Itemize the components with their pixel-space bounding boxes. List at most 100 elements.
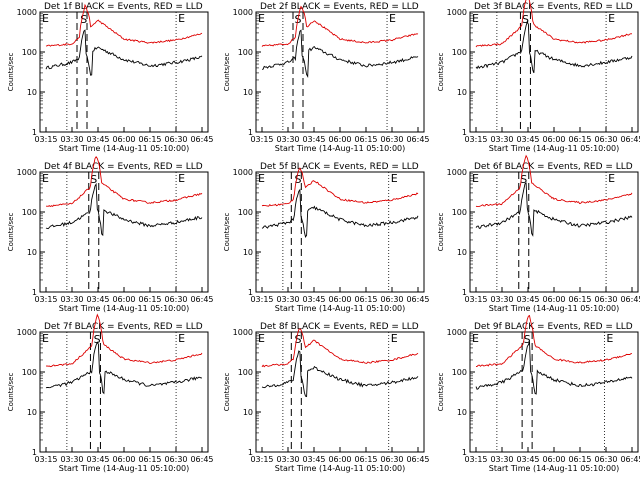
marker-label-S: S (522, 13, 529, 26)
y-tick-label: 10 (457, 88, 467, 97)
x-tick-label: 06:00 (542, 455, 565, 464)
x-tick-label: 06:30 (594, 135, 617, 144)
x-tick-label: 03:15 (34, 295, 57, 304)
marker-label-E: E (472, 172, 479, 185)
y-tick-label: 10 (27, 408, 37, 417)
x-tick-label: 06:45 (620, 295, 640, 304)
marker-label-E: E (608, 172, 615, 185)
x-tick-label: 06:15 (354, 135, 377, 144)
x-tick-label: 06:45 (406, 135, 429, 144)
x-tick-label: 06:15 (354, 295, 377, 304)
x-axis-label: Start Time (14-Aug-11 05:10:00) (275, 464, 406, 473)
chart-title: Det 4f BLACK = Events, RED = LLD (44, 162, 203, 172)
y-tick-label: 10 (243, 408, 253, 417)
plot-frame (39, 11, 209, 133)
x-tick-label: 03:45 (302, 135, 325, 144)
chart-panel: Det 3f BLACK = Events, RED = LLD 1 10 100 10… (437, 0, 640, 153)
events-series-line (45, 341, 202, 395)
x-tick-label: 03:45 (86, 135, 109, 144)
x-axis-label: Start Time (14-Aug-11 05:10:00) (275, 304, 406, 313)
y-tick-label: 1000 (233, 8, 253, 17)
y-tick-label: 10 (27, 248, 37, 257)
x-tick-label: 06:00 (328, 135, 351, 144)
x-tick-label: 03:45 (86, 455, 109, 464)
x-axis-label: Start Time (14-Aug-11 05:10:00) (59, 464, 190, 473)
y-tick-label: 1000 (17, 168, 37, 177)
x-tick-label: 03:30 (276, 295, 299, 304)
lld-series-line (261, 167, 419, 207)
y-tick-label: 1 (462, 448, 467, 457)
x-tick-label: 03:30 (60, 295, 83, 304)
marker-label-E: E (608, 12, 615, 25)
chart-panel: Det 7f BLACK = Events, RED = LLD 1 10 100 10… (7, 313, 214, 473)
x-tick-label: 03:15 (34, 455, 57, 464)
y-tick-label: 100 (238, 208, 253, 217)
y-tick-label: 100 (22, 208, 37, 217)
marker-label-E: E (391, 172, 398, 185)
marker-label-S: S (90, 173, 97, 186)
y-axis-label: Counts/sec (223, 373, 231, 412)
x-tick-label: 06:45 (190, 295, 213, 304)
y-tick-label: 1 (248, 128, 253, 137)
y-tick-label: 1 (248, 288, 253, 297)
y-tick-label: 1 (248, 448, 253, 457)
y-axis-label: Counts/sec (7, 373, 15, 412)
x-tick-label: 06:00 (542, 295, 565, 304)
x-tick-label: 06:00 (542, 135, 565, 144)
x-tick-label: 06:15 (568, 455, 591, 464)
chart-panel: Det 8f BLACK = Events, RED = LLD 1 10 100 10… (223, 322, 430, 473)
x-tick-label: 06:30 (164, 455, 187, 464)
marker-label-S: S (295, 333, 302, 346)
x-tick-label: 03:15 (464, 135, 487, 144)
y-tick-label: 10 (243, 248, 253, 257)
y-tick-label: 1000 (233, 328, 253, 337)
chart-title: Det 5f BLACK = Events, RED = LLD (260, 162, 419, 172)
y-axis-label: Counts/sec (437, 213, 445, 252)
x-tick-label: 03:15 (250, 455, 273, 464)
y-tick-label: 10 (457, 248, 467, 257)
x-tick-label: 06:45 (620, 135, 640, 144)
plot-frame (39, 331, 209, 453)
x-tick-label: 03:15 (250, 135, 273, 144)
x-tick-label: 06:00 (112, 295, 135, 304)
x-tick-label: 03:45 (516, 455, 539, 464)
x-tick-label: 03:30 (276, 135, 299, 144)
x-tick-label: 06:45 (406, 295, 429, 304)
marker-label-S: S (524, 333, 531, 346)
x-axis-label: Start Time (14-Aug-11 05:10:00) (59, 144, 190, 153)
x-tick-label: 06:15 (568, 295, 591, 304)
events-series-line (261, 350, 419, 398)
x-tick-label: 03:30 (490, 295, 513, 304)
plot-frame (255, 331, 425, 453)
y-tick-label: 1000 (447, 168, 467, 177)
x-tick-label: 03:30 (60, 135, 83, 144)
marker-label-E: E (472, 12, 479, 25)
x-tick-label: 06:30 (594, 455, 617, 464)
marker-label-E: E (391, 332, 398, 345)
events-series-line (475, 20, 633, 74)
marker-label-E: E (42, 172, 49, 185)
chart-title: Det 2f BLACK = Events, RED = LLD (260, 2, 419, 12)
plot-frame (469, 171, 639, 293)
x-tick-label: 06:15 (138, 455, 161, 464)
x-tick-label: 06:30 (380, 455, 403, 464)
x-tick-label: 06:30 (594, 295, 617, 304)
y-axis-label: Counts/sec (437, 373, 445, 412)
y-tick-label: 100 (238, 368, 253, 377)
y-tick-label: 100 (22, 368, 37, 377)
x-tick-label: 03:30 (490, 455, 513, 464)
x-tick-label: 03:30 (490, 135, 513, 144)
marker-label-S: S (94, 333, 101, 346)
plot-frame (469, 331, 639, 453)
x-tick-label: 06:45 (190, 135, 213, 144)
x-tick-label: 06:30 (380, 135, 403, 144)
events-series-line (45, 182, 203, 237)
x-tick-label: 06:15 (138, 295, 161, 304)
marker-label-S: S (520, 173, 527, 186)
x-axis-label: Start Time (14-Aug-11 05:10:00) (489, 144, 620, 153)
events-series-line (261, 188, 419, 239)
marker-label-S: S (295, 173, 302, 186)
x-tick-label: 06:30 (380, 295, 403, 304)
events-series-line (261, 29, 419, 78)
x-tick-label: 06:45 (190, 455, 213, 464)
